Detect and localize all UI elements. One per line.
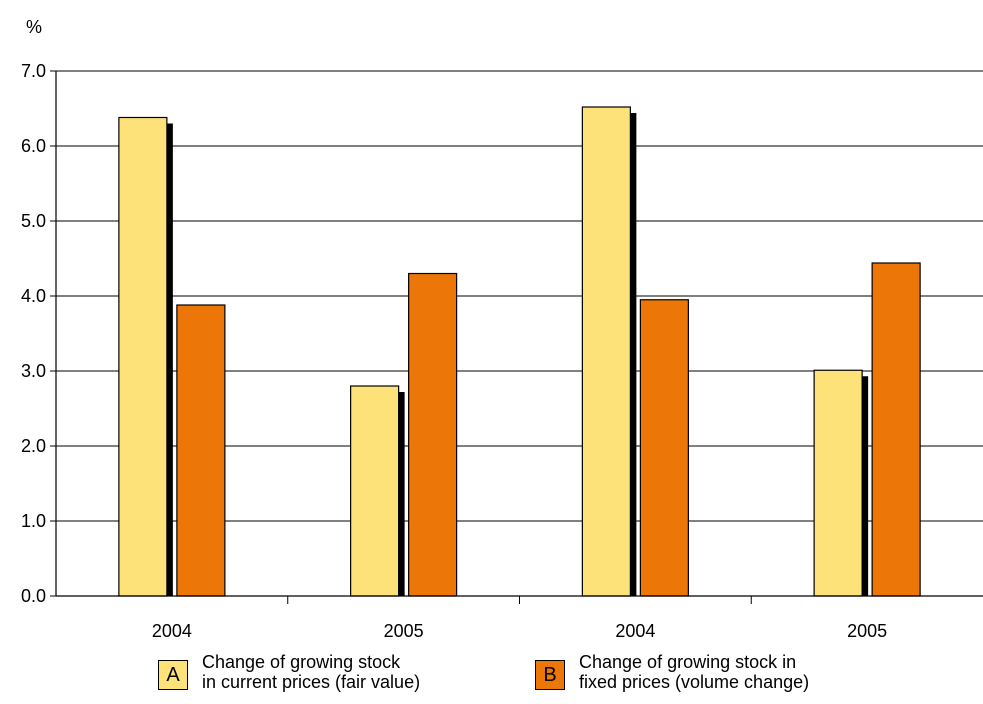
legend-item-b: B Change of growing stock in fixed price… — [535, 652, 895, 704]
bar-series-b — [176, 304, 226, 597]
bar-series-a — [813, 369, 863, 597]
y-tick-label: 4.0 — [21, 286, 46, 306]
x-tick-label: 2005 — [847, 621, 887, 641]
x-tick-label: 2004 — [152, 621, 192, 641]
legend-swatch-b: B — [535, 660, 565, 690]
bar-series-a — [118, 116, 168, 597]
y-tick-label: 2.0 — [21, 436, 46, 456]
legend-label-b: Change of growing stock in fixed prices … — [579, 652, 809, 692]
legend-label-b-line2: fixed prices (volume change) — [579, 672, 810, 692]
bar-chart: % 0.01.02.03.04.05.06.07.0 2004 2005 2004 2… — [21, 17, 983, 641]
bar-series-b — [639, 299, 689, 597]
x-axis-ticks: 2004 2005 2004 2005 — [152, 596, 887, 641]
legend-swatch-a: A — [158, 660, 188, 690]
y-axis-unit-label: % — [26, 17, 42, 37]
y-tick-label: 5.0 — [21, 211, 46, 231]
y-tick-label: 3.0 — [21, 361, 46, 381]
y-tick-label: 0.0 — [21, 586, 46, 606]
y-tick-label: 6.0 — [21, 136, 46, 156]
bars — [118, 106, 921, 597]
y-axis-ticks: 0.0 1.0 2.0 3.0 4.0 5.0 6.0 7.0 — [21, 61, 56, 606]
bar-series-b — [408, 272, 458, 597]
bar-series-a — [350, 385, 400, 597]
legend-label-b-line1: Change of growing stock in — [579, 652, 797, 672]
legend-label-a: Change of growing stock in current price… — [202, 652, 420, 692]
x-tick-label: 2005 — [384, 621, 424, 641]
y-tick-label: 1.0 — [21, 511, 46, 531]
y-tick-label: 7.0 — [21, 61, 46, 81]
bar-series-a — [581, 106, 631, 597]
legend-label-a-line1: Change of growing stock — [202, 652, 401, 672]
bar-series-b — [871, 262, 921, 597]
x-tick-label: 2004 — [615, 621, 655, 641]
legend-item-a: A Change of growing stock in current pri… — [158, 652, 518, 704]
legend-label-a-line2: in current prices (fair value) — [202, 672, 421, 692]
